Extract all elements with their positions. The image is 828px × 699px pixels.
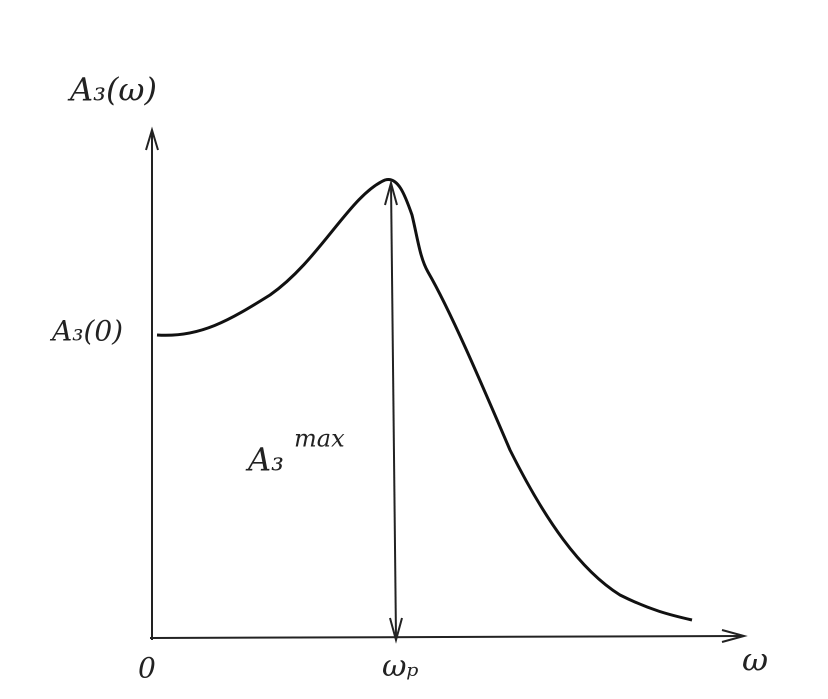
peak-arrow-head-top <box>384 179 398 206</box>
peak-label-sup: max <box>294 425 345 453</box>
peak-arrow-head-bottom <box>389 617 403 644</box>
y-axis-arrow <box>145 126 159 151</box>
peak-label-base: A₃ <box>245 441 284 479</box>
y-axis-label: A₃(ω) <box>67 71 157 109</box>
x-axis <box>149 635 743 639</box>
peak-frequency-label: ωₚ <box>382 649 418 684</box>
origin-label: 0 <box>138 652 156 685</box>
x-axis-label: ω <box>742 641 768 679</box>
start-value-label: A₃(0) <box>49 315 123 348</box>
x-axis-arrow <box>721 629 748 643</box>
response-curve <box>156 178 693 622</box>
peak-arrow <box>390 182 397 639</box>
